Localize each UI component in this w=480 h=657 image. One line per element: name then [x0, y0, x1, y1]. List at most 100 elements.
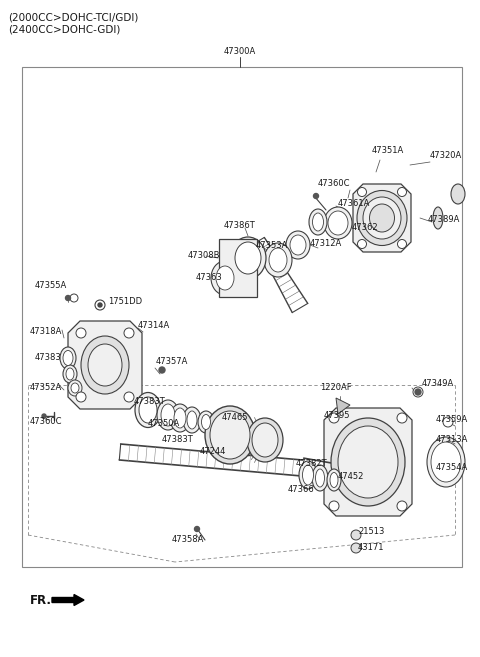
Ellipse shape [302, 465, 313, 485]
Text: 47354A: 47354A [436, 463, 468, 472]
Text: 47318A: 47318A [30, 327, 62, 336]
Ellipse shape [328, 211, 348, 235]
Circle shape [65, 296, 71, 300]
Circle shape [358, 187, 367, 196]
Ellipse shape [331, 418, 405, 506]
Text: 47362: 47362 [352, 223, 379, 233]
Text: FR.: FR. [30, 593, 52, 606]
Ellipse shape [139, 397, 157, 423]
Ellipse shape [327, 469, 341, 491]
Circle shape [397, 501, 407, 511]
Text: 47358A: 47358A [172, 535, 204, 545]
Text: 47465: 47465 [222, 413, 249, 422]
Ellipse shape [427, 437, 465, 487]
Text: 43171: 43171 [358, 543, 384, 551]
Ellipse shape [299, 461, 317, 489]
Ellipse shape [431, 442, 461, 482]
Text: 47300A: 47300A [224, 47, 256, 56]
Text: 47308B: 47308B [188, 252, 220, 260]
Ellipse shape [235, 242, 261, 274]
Ellipse shape [63, 350, 73, 365]
Ellipse shape [161, 404, 175, 426]
Polygon shape [336, 398, 350, 414]
Ellipse shape [252, 423, 278, 457]
Ellipse shape [81, 336, 129, 394]
Circle shape [194, 526, 200, 532]
Text: 47312A: 47312A [310, 240, 342, 248]
Text: (2000CC>DOHC-TCI/GDI): (2000CC>DOHC-TCI/GDI) [8, 12, 138, 22]
Text: 47320A: 47320A [430, 151, 462, 160]
Circle shape [313, 194, 319, 198]
Ellipse shape [216, 266, 234, 290]
Circle shape [415, 389, 421, 395]
Ellipse shape [211, 261, 239, 295]
Text: 47352A: 47352A [30, 384, 62, 392]
Text: 47383T: 47383T [134, 397, 166, 407]
Text: 47383: 47383 [35, 353, 62, 363]
Text: 47361A: 47361A [338, 200, 371, 208]
Circle shape [70, 294, 78, 302]
Text: (2400CC>DOHC-GDI): (2400CC>DOHC-GDI) [8, 24, 120, 34]
Text: 47244: 47244 [200, 447, 227, 457]
Polygon shape [353, 184, 411, 252]
Ellipse shape [174, 408, 186, 428]
Ellipse shape [312, 465, 328, 491]
Ellipse shape [71, 383, 79, 393]
Text: 47314A: 47314A [138, 321, 170, 330]
Circle shape [397, 413, 407, 423]
Ellipse shape [433, 207, 443, 229]
Circle shape [413, 387, 423, 397]
Text: 47395: 47395 [324, 411, 350, 420]
Text: 47313A: 47313A [436, 436, 468, 445]
Text: 47355A: 47355A [35, 281, 67, 290]
Polygon shape [219, 239, 257, 297]
Ellipse shape [264, 243, 292, 277]
Ellipse shape [324, 207, 352, 239]
Ellipse shape [370, 204, 395, 232]
Ellipse shape [157, 400, 179, 430]
Circle shape [397, 240, 407, 248]
Ellipse shape [312, 213, 324, 231]
Text: 47360C: 47360C [30, 417, 62, 426]
Ellipse shape [66, 368, 74, 380]
Ellipse shape [230, 237, 266, 279]
Circle shape [329, 501, 339, 511]
Ellipse shape [338, 426, 398, 498]
Circle shape [76, 328, 86, 338]
Circle shape [124, 392, 134, 402]
Ellipse shape [60, 347, 76, 369]
Ellipse shape [210, 411, 250, 459]
Circle shape [42, 414, 46, 418]
Ellipse shape [135, 392, 161, 428]
FancyArrow shape [52, 595, 84, 606]
Ellipse shape [63, 365, 77, 383]
Text: 47357A: 47357A [156, 357, 188, 367]
Circle shape [358, 240, 367, 248]
Ellipse shape [451, 184, 465, 204]
Bar [22, 67, 462, 567]
Text: 47382T: 47382T [296, 459, 328, 468]
Text: 47350A: 47350A [148, 420, 180, 428]
Ellipse shape [183, 407, 201, 433]
Circle shape [443, 417, 453, 427]
Circle shape [98, 303, 102, 307]
Ellipse shape [170, 404, 190, 432]
Ellipse shape [68, 380, 82, 396]
Ellipse shape [205, 406, 255, 464]
Text: 47359A: 47359A [436, 415, 468, 424]
Ellipse shape [357, 191, 407, 246]
Text: 1220AF: 1220AF [320, 384, 352, 392]
Text: 47349A: 47349A [422, 380, 454, 388]
Ellipse shape [330, 472, 338, 487]
Circle shape [351, 530, 361, 540]
Text: 21513: 21513 [358, 528, 384, 537]
Circle shape [445, 420, 451, 424]
Circle shape [124, 328, 134, 338]
Circle shape [159, 367, 165, 373]
Ellipse shape [88, 344, 122, 386]
Text: 47389A: 47389A [428, 215, 460, 225]
Ellipse shape [363, 197, 401, 239]
Circle shape [351, 543, 361, 553]
Circle shape [329, 413, 339, 423]
Polygon shape [324, 408, 412, 516]
